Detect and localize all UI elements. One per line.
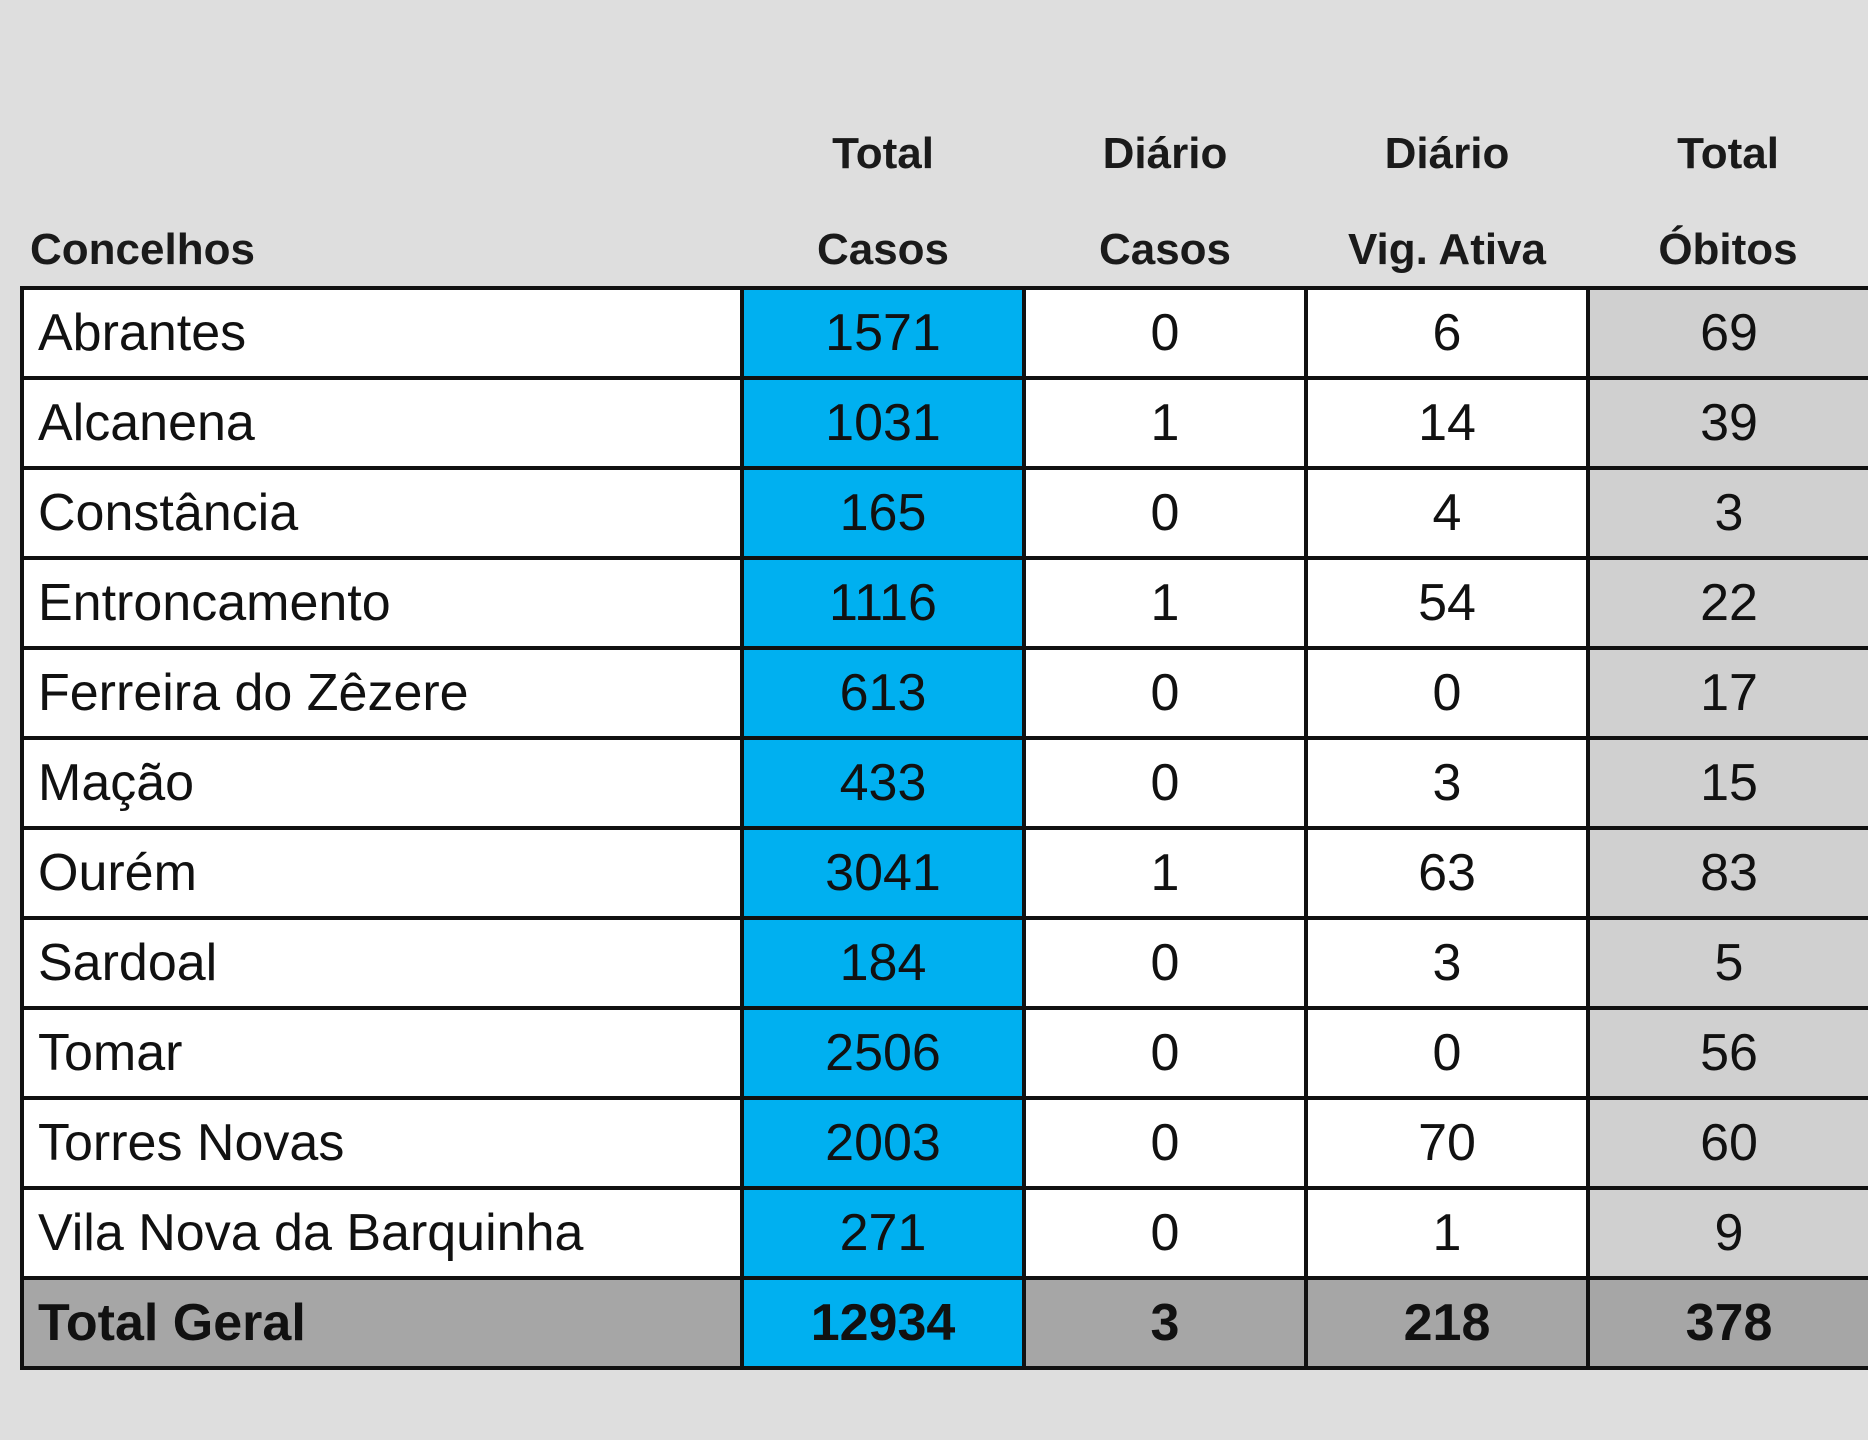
- diario-casos-cell: 0: [1022, 466, 1308, 560]
- table-row: Abrantes 1571 0 6 69: [20, 286, 1868, 380]
- concelho-name: Vila Nova da Barquinha: [20, 1186, 744, 1280]
- total-obitos-cell: 15: [1586, 736, 1868, 830]
- diario-vig-cell: 14: [1304, 376, 1590, 470]
- total-casos-cell: 1571: [740, 286, 1026, 380]
- total-obitos-cell: 56: [1586, 1006, 1868, 1100]
- total-obitos-cell: 17: [1586, 646, 1868, 740]
- total-casos-cell: 1031: [740, 376, 1026, 470]
- diario-vig-cell: 4: [1304, 466, 1590, 560]
- table-header: Concelhos Total Casos Diário Casos Diári…: [0, 0, 1868, 286]
- total-obitos-cell: 39: [1586, 376, 1868, 470]
- total-obitos-cell: 83: [1586, 826, 1868, 920]
- table-row: Sardoal 184 0 3 5: [20, 916, 1868, 1010]
- header-total-casos-line2: Casos: [816, 225, 950, 274]
- concelho-name: Sardoal: [20, 916, 744, 1010]
- header-concelhos: Concelhos: [30, 225, 255, 274]
- table-row: Vila Nova da Barquinha 271 0 1 9: [20, 1186, 1868, 1280]
- diario-casos-cell: 0: [1022, 1186, 1308, 1280]
- header-total-obitos-line2: Óbitos: [1658, 225, 1798, 274]
- diario-casos-cell: 1: [1022, 376, 1308, 470]
- table-row: Constância 165 0 4 3: [20, 466, 1868, 560]
- diario-casos-cell: 1: [1022, 556, 1308, 650]
- total-casos-cell: 271: [740, 1186, 1026, 1280]
- diario-vig-cell: 0: [1304, 1006, 1590, 1100]
- concelho-name: Abrantes: [20, 286, 744, 380]
- concelho-name: Ferreira do Zêzere: [20, 646, 744, 740]
- table-row: Tomar 2506 0 0 56: [20, 1006, 1868, 1100]
- total-casos-cell: 1116: [740, 556, 1026, 650]
- diario-casos-cell: 1: [1022, 826, 1308, 920]
- total-obitos-cell: 3: [1586, 466, 1868, 560]
- diario-casos-cell: 0: [1022, 736, 1308, 830]
- diario-casos-cell: 0: [1022, 1096, 1308, 1190]
- diario-vig-cell: 63: [1304, 826, 1590, 920]
- total-geral-casos: 12934: [740, 1276, 1026, 1370]
- total-obitos-cell: 69: [1586, 286, 1868, 380]
- total-geral-diario: 3: [1022, 1276, 1308, 1370]
- total-obitos-cell: 60: [1586, 1096, 1868, 1190]
- total-casos-cell: 184: [740, 916, 1026, 1010]
- header-diario-casos-line1: Diário: [1102, 129, 1228, 178]
- total-casos-cell: 2003: [740, 1096, 1026, 1190]
- table-row: Mação 433 0 3 15: [20, 736, 1868, 830]
- diario-casos-cell: 0: [1022, 1006, 1308, 1100]
- header-diario-vig-line1: Diário: [1384, 129, 1510, 178]
- diario-casos-cell: 0: [1022, 286, 1308, 380]
- total-geral-label: Total Geral: [20, 1276, 744, 1370]
- header-total-casos-line1: Total: [832, 129, 934, 178]
- total-casos-cell: 165: [740, 466, 1026, 560]
- diario-vig-cell: 54: [1304, 556, 1590, 650]
- total-casos-cell: 2506: [740, 1006, 1026, 1100]
- total-row: Total Geral 12934 3 218 378: [20, 1276, 1868, 1370]
- header-diario-casos-line2: Casos: [1098, 225, 1232, 274]
- diario-vig-cell: 1: [1304, 1186, 1590, 1280]
- header-diario-vig-line2: Vig. Ativa: [1347, 225, 1547, 274]
- concelho-name: Alcanena: [20, 376, 744, 470]
- table-row: Ourém 3041 1 63 83: [20, 826, 1868, 920]
- table-row: Alcanena 1031 1 14 39: [20, 376, 1868, 470]
- concelho-name: Tomar: [20, 1006, 744, 1100]
- concelho-name: Ourém: [20, 826, 744, 920]
- diario-vig-cell: 3: [1304, 736, 1590, 830]
- concelho-name: Mação: [20, 736, 744, 830]
- total-obitos-cell: 22: [1586, 556, 1868, 650]
- table-row: Ferreira do Zêzere 613 0 0 17: [20, 646, 1868, 740]
- total-geral-vig: 218: [1304, 1276, 1590, 1370]
- total-obitos-cell: 9: [1586, 1186, 1868, 1280]
- concelho-name: Constância: [20, 466, 744, 560]
- total-casos-cell: 3041: [740, 826, 1026, 920]
- concelho-name: Entroncamento: [20, 556, 744, 650]
- table-row: Torres Novas 2003 0 70 60: [20, 1096, 1868, 1190]
- total-obitos-cell: 5: [1586, 916, 1868, 1010]
- diario-vig-cell: 0: [1304, 646, 1590, 740]
- total-casos-cell: 433: [740, 736, 1026, 830]
- total-geral-obitos: 378: [1586, 1276, 1868, 1370]
- diario-vig-cell: 6: [1304, 286, 1590, 380]
- diario-vig-cell: 70: [1304, 1096, 1590, 1190]
- concelho-name: Torres Novas: [20, 1096, 744, 1190]
- diario-casos-cell: 0: [1022, 916, 1308, 1010]
- total-casos-cell: 613: [740, 646, 1026, 740]
- data-table: Abrantes 1571 0 6 69 Alcanena 1031 1 14 …: [20, 286, 1868, 1370]
- diario-vig-cell: 3: [1304, 916, 1590, 1010]
- table-row: Entroncamento 1116 1 54 22: [20, 556, 1868, 650]
- diario-casos-cell: 0: [1022, 646, 1308, 740]
- header-total-obitos-line1: Total: [1677, 129, 1779, 178]
